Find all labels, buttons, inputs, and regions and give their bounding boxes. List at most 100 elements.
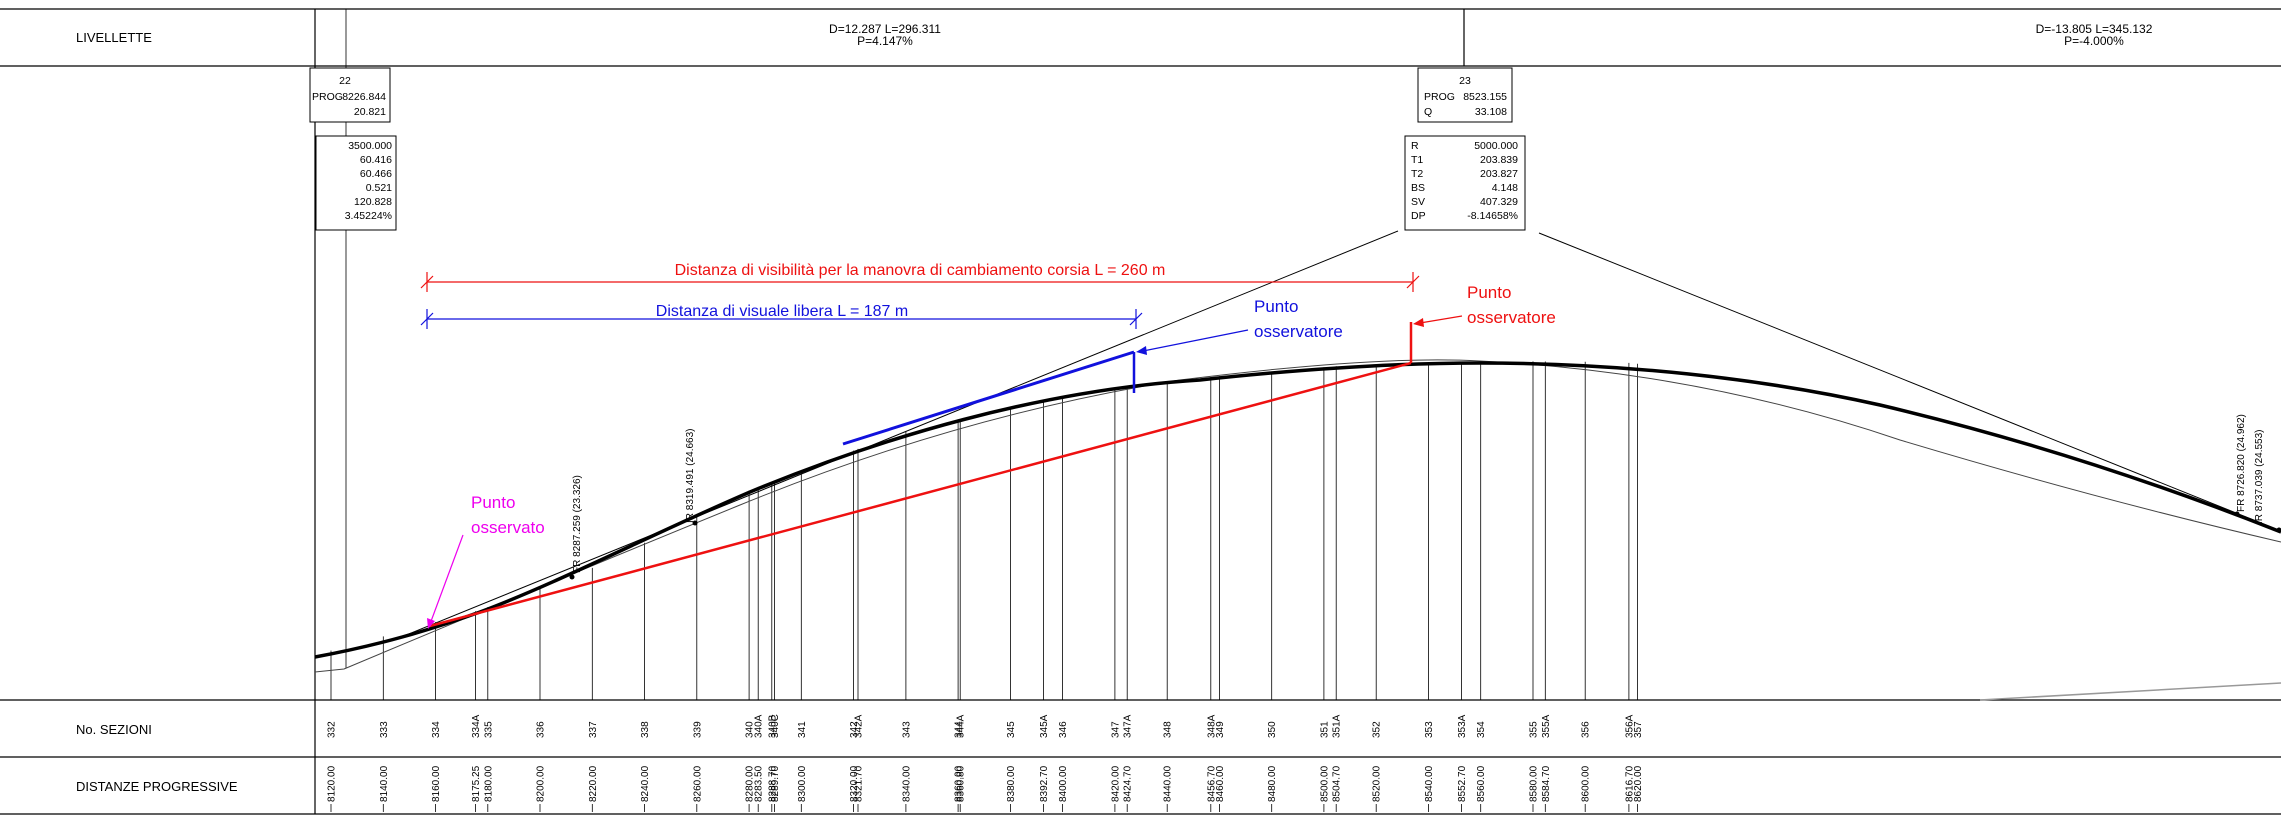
curve-box-22: 3500.000 60.416 60.466 0.521 120.828 3.4… — [316, 136, 396, 230]
section-name-357: 357 — [1633, 721, 1644, 738]
secondary-profile-line — [315, 360, 2281, 672]
tangent-line-left — [394, 231, 1398, 640]
table-frame — [0, 9, 2281, 814]
section-prog-349: 8460.00 — [1215, 765, 1226, 802]
main-profile — [315, 363, 2281, 657]
section-prog-340A: 8283.50 — [754, 765, 765, 802]
section-name-336: 336 — [536, 721, 547, 738]
curve-22-r: 3500.000 — [348, 140, 392, 152]
section-name-340C: 340C — [770, 714, 781, 738]
section-prog-353: 8540.00 — [1424, 765, 1435, 802]
section-name-351: 351 — [1319, 721, 1330, 738]
section-prog-345A: 8392.70 — [1039, 765, 1050, 802]
red-observer-leader — [1420, 316, 1462, 323]
section-name-355A: 355A — [1541, 714, 1552, 738]
point-markers: FR 8287.259 (23.326) IR 8319.491 (24.663… — [570, 414, 2281, 579]
section-name-348: 348 — [1163, 721, 1174, 738]
section-prog-355: 8580.00 — [1529, 765, 1540, 802]
red-distance-label: Distanza di visibilità per la manovra di… — [675, 262, 1166, 279]
section-prog-354: 8560.00 — [1476, 765, 1487, 802]
ground-line — [1980, 683, 2281, 700]
section-prog-347A: 8424.70 — [1123, 765, 1134, 802]
vertex-22-id: 22 — [339, 75, 351, 87]
curve-23-dp-key: DP — [1411, 210, 1426, 222]
section-prog-335: 8180.00 — [483, 765, 494, 802]
section-name-332: 332 — [327, 721, 338, 738]
red-sight-geometry — [430, 322, 1411, 626]
row-label-distanze: DISTANZE PROGRESSIVE — [76, 779, 238, 794]
section-name-349: 349 — [1215, 721, 1226, 738]
section-prog-347: 8420.00 — [1110, 765, 1121, 802]
blue-distance-dimension: Distanza di visuale libera L = 187 m — [421, 303, 1142, 329]
red-observer-arrowhead — [1413, 318, 1424, 327]
section-prog-353A: 8552.70 — [1457, 765, 1468, 802]
section-name-341: 341 — [797, 721, 808, 738]
section-prog-351A: 8504.70 — [1332, 765, 1343, 802]
point-label-ir-8737: IR 8737.039 (24.553) — [2254, 429, 2265, 524]
blue-observer-leader — [1143, 330, 1248, 351]
section-name-345A: 345A — [1039, 714, 1050, 738]
observed-label-line2: osservato — [471, 518, 545, 537]
observed-leader — [430, 535, 463, 624]
curve-23-dp-value: -8.14658% — [1467, 210, 1518, 222]
section-prog-356: 8600.00 — [1581, 765, 1592, 802]
section-prog-334: 8160.00 — [431, 765, 442, 802]
livelletta-1-line2: P=4.147% — [857, 34, 913, 48]
section-prog-355A: 8584.70 — [1541, 765, 1552, 802]
red-observer-callout: Punto osservatore — [1413, 283, 1556, 327]
red-observer-label-line1: Punto — [1467, 283, 1511, 302]
section-name-353A: 353A — [1457, 714, 1468, 738]
vertex-box-22: 22 PROG 8226.844 20.821 — [310, 68, 390, 122]
section-prog-333: 8140.00 — [379, 765, 390, 802]
curve-box-23: R 5000.000 T1 203.839 T2 203.827 BS 4.14… — [1405, 136, 1525, 230]
section-name-345: 345 — [1006, 721, 1017, 738]
curve-22-dp: 3.45224% — [345, 210, 392, 222]
point-label-fr-8726: FR 8726.820 (24.962) — [2236, 414, 2247, 512]
vertex-23-prog-key: PROG — [1424, 91, 1455, 103]
point-label-fr-8287: FR 8287.259 (23.326) — [572, 475, 583, 573]
blue-observer-label-line2: osservatore — [1254, 322, 1343, 341]
section-prog-352: 8520.00 — [1372, 765, 1383, 802]
section-prog-350: 8480.00 — [1267, 765, 1278, 802]
red-distance-dimension: Distanza di visibilità per la manovra di… — [421, 262, 1419, 292]
section-prog-337: 8220.00 — [588, 765, 599, 802]
section-name-335: 335 — [483, 721, 494, 738]
curve-22-sv: 120.828 — [354, 196, 392, 208]
blue-distance-label: Distanza di visuale libera L = 187 m — [656, 303, 908, 320]
curve-23-t2-value: 203.827 — [1480, 168, 1518, 180]
vertex-22-q-value: 20.821 — [354, 106, 386, 118]
curve-23-sv-key: SV — [1411, 196, 1425, 208]
section-name-347: 347 — [1110, 721, 1121, 738]
section-prog-336: 8200.00 — [536, 765, 547, 802]
section-name-352: 352 — [1372, 721, 1383, 738]
vertex-22-prog-key: PROG — [312, 91, 343, 103]
section-prog-342A: 8321.70 — [854, 765, 865, 802]
section-name-340A: 340A — [754, 714, 765, 738]
section-prog-340C: 8289.70 — [770, 765, 781, 802]
curve-22-bs: 0.521 — [366, 182, 392, 194]
section-name-338: 338 — [640, 721, 651, 738]
livellette-labels: D=12.287 L=296.311 P=4.147% D=-13.805 L=… — [829, 22, 2153, 48]
tangent-line-right — [1539, 233, 2281, 531]
blue-observer-arrowhead — [1136, 346, 1147, 355]
profile-curve — [315, 363, 2281, 657]
section-name-355: 355 — [1529, 721, 1540, 738]
section-name-339: 339 — [692, 721, 703, 738]
vertex-23-prog-value: 8523.155 — [1463, 91, 1507, 103]
section-name-333: 333 — [379, 721, 390, 738]
section-prog-351: 8500.00 — [1319, 765, 1330, 802]
section-prog-357: 8620.00 — [1633, 765, 1644, 802]
section-prog-341: 8300.00 — [797, 765, 808, 802]
curve-23-t2-key: T2 — [1411, 168, 1423, 180]
section-name-344A: 344A — [956, 714, 967, 738]
section-name-347A: 347A — [1123, 714, 1134, 738]
section-name-354: 354 — [1476, 721, 1487, 738]
section-name-334: 334 — [431, 721, 442, 738]
row-label-livellette: LIVELLETTE — [76, 30, 152, 45]
curve-22-t1: 60.416 — [360, 154, 392, 166]
section-name-346: 346 — [1058, 721, 1069, 738]
observed-label-line1: Punto — [471, 493, 515, 512]
